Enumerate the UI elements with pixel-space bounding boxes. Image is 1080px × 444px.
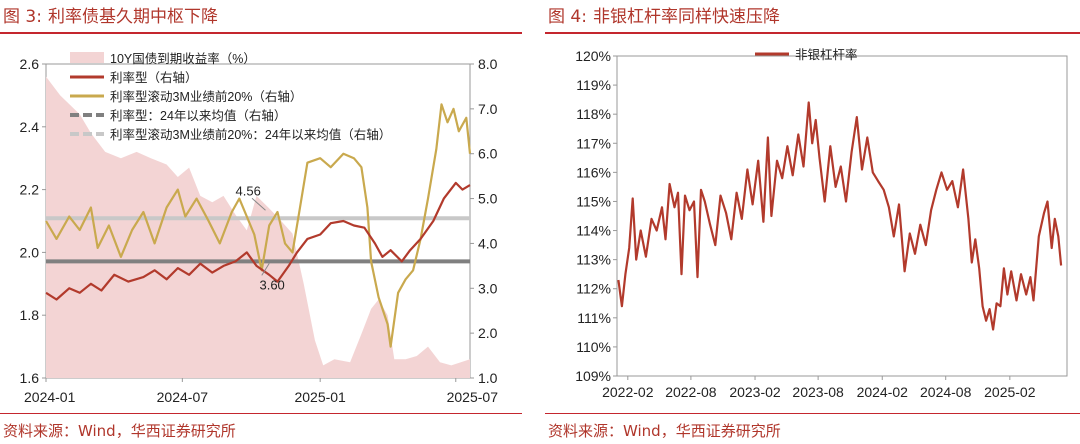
legend-label: 10Y国债到期收益率（%） bbox=[110, 51, 256, 66]
x-tick-label: 2024-07 bbox=[157, 389, 209, 405]
x-tick-label: 2025-02 bbox=[984, 384, 1036, 400]
y-tick-label: 110% bbox=[576, 339, 611, 355]
y-tick-label: 117% bbox=[576, 135, 611, 151]
y-tick-label: 114% bbox=[576, 223, 611, 239]
y-left-tick-label: 2.6 bbox=[20, 56, 40, 72]
y-tick-label: 109% bbox=[575, 368, 611, 384]
left-title-rule bbox=[0, 32, 522, 34]
legend-swatch bbox=[70, 52, 104, 63]
yield-area-series bbox=[46, 76, 470, 378]
y-right-tick-label: 5.0 bbox=[478, 191, 498, 207]
y-right-tick-label: 8.0 bbox=[478, 56, 498, 72]
y-left-tick-label: 2.4 bbox=[20, 119, 40, 135]
left-source-rule bbox=[0, 413, 522, 414]
leverage-ratio-line bbox=[617, 101, 1063, 331]
x-tick-label: 2025-01 bbox=[294, 389, 346, 405]
legend-label: 利率型（右轴） bbox=[110, 70, 198, 85]
legend-label: 利率型滚动3M业绩前20%（右轴） bbox=[110, 89, 302, 104]
y-tick-label: 112% bbox=[576, 281, 611, 297]
left-panel: 图 3: 利率债基久期中枢下降 1.6 1.8 2.0 2.2 2.4 2.6 1.0 2.0 3… bbox=[0, 0, 525, 444]
x-tick-label: 2022-08 bbox=[665, 384, 717, 400]
y-left-tick-label: 2.2 bbox=[20, 182, 40, 198]
rate-duration-line bbox=[45, 181, 471, 301]
right-figure-title-text: 非银杠杆率同样快速压降 bbox=[592, 7, 780, 27]
right-panel: 图 4: 非银杠杆率同样快速压降 109% 110% 111% 112% 113% 114%… bbox=[545, 0, 1080, 444]
x-tick-label: 2024-08 bbox=[920, 384, 972, 400]
y-right-tick-label: 1.0 bbox=[478, 370, 498, 386]
left-chart: 1.6 1.8 2.0 2.2 2.4 2.6 1.0 2.0 3.0 4.0 5.0 6.0 7.0 8… bbox=[20, 51, 499, 405]
y-right-tick-label: 3.0 bbox=[478, 280, 498, 296]
left-figure-title-text: 利率债基久期中枢下降 bbox=[47, 7, 218, 27]
annotation-leader-line bbox=[251, 197, 266, 211]
left-figure-title: 图 3: 利率债基久期中枢下降 bbox=[3, 2, 218, 27]
y-tick-label: 115% bbox=[576, 193, 611, 209]
y-tick-label: 116% bbox=[576, 164, 611, 180]
right-source-note: 资料来源：Wind，华西证券研究所 bbox=[548, 422, 781, 440]
y-right-tick-label: 6.0 bbox=[478, 146, 498, 162]
legend-label: 利率型：24年以来均值（右轴） bbox=[110, 108, 286, 123]
x-tick-label: 2024-01 bbox=[24, 389, 76, 405]
right-figure-title: 图 4: 非银杠杆率同样快速压降 bbox=[548, 2, 780, 27]
plot-frame bbox=[616, 55, 1068, 377]
y-tick-label: 111% bbox=[577, 310, 611, 326]
right-title-rule bbox=[545, 32, 1080, 34]
x-tick-label: 2024-02 bbox=[857, 384, 909, 400]
y-right-tick-label: 7.0 bbox=[478, 101, 498, 117]
annotation-top20-average: 4.56 bbox=[236, 183, 261, 198]
left-figure-number: 图 3: bbox=[3, 7, 42, 27]
y-left-tick-label: 1.8 bbox=[20, 307, 40, 323]
y-tick-label: 120% bbox=[575, 48, 611, 64]
y-left-tick-label: 1.6 bbox=[20, 370, 40, 386]
y-tick-label: 113% bbox=[576, 252, 611, 268]
x-tick-label: 2022-02 bbox=[602, 384, 654, 400]
y-right-tick-label: 2.0 bbox=[478, 325, 498, 341]
annotation-leader-line bbox=[261, 263, 270, 276]
y-left-tick-label: 2.0 bbox=[20, 244, 40, 260]
right-source-rule bbox=[545, 413, 1080, 414]
legend-label: 利率型滚动3M业绩前20%：24年以来均值（右轴） bbox=[110, 127, 391, 142]
right-chart: 109% 110% 111% 112% 113% 114% 115% 116% 117% 118%… bbox=[575, 47, 1068, 400]
left-source-note: 资料来源：Wind，华西证券研究所 bbox=[3, 422, 236, 440]
y-right-tick-label: 4.0 bbox=[478, 235, 498, 251]
y-tick-label: 118% bbox=[576, 106, 611, 122]
x-tick-label: 2025-07 bbox=[447, 389, 499, 405]
right-figure-number: 图 4: bbox=[548, 7, 587, 27]
x-tick-label: 2023-08 bbox=[792, 384, 844, 400]
y-tick-label: 119% bbox=[576, 77, 611, 93]
x-tick-label: 2023-02 bbox=[729, 384, 781, 400]
top20-duration-line bbox=[45, 103, 472, 348]
legend-label: 非银杠杆率 bbox=[795, 47, 858, 62]
annotation-rate-average: 3.60 bbox=[259, 277, 284, 292]
